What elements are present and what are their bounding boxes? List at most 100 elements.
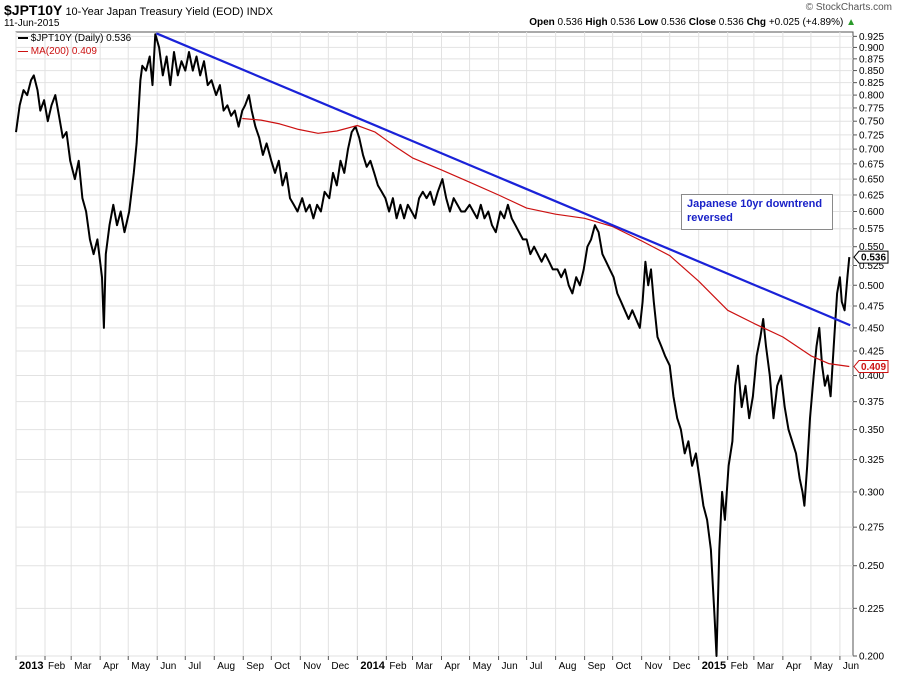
- x-tick-label: Jul: [530, 661, 543, 672]
- y-tick-label: 0.525: [859, 261, 884, 272]
- x-tick-label: 2014: [360, 660, 385, 672]
- last-price-tag-text: 0.536: [861, 253, 886, 264]
- x-tick-label: Apr: [103, 661, 119, 672]
- x-tick-label: May: [814, 661, 833, 672]
- symbol-description: 10-Year Japan Treasury Yield (EOD): [65, 6, 244, 18]
- x-tick-label: Aug: [217, 661, 235, 672]
- x-tick-label: Sep: [588, 661, 606, 672]
- ohlc-readout: Open 0.536 High 0.536 Low 0.536 Close 0.…: [529, 17, 856, 28]
- open-value: 0.536: [557, 17, 583, 28]
- chart-legend: $JPT10Y (Daily) 0.536 MA(200) 0.409: [18, 32, 131, 58]
- legend-ma-series: MA(200) 0.409: [18, 45, 131, 58]
- legend-line-red-icon: [18, 50, 28, 52]
- y-tick-label: 0.850: [859, 66, 884, 77]
- x-tick-label: Nov: [645, 661, 663, 672]
- x-tick-label: Aug: [559, 661, 577, 672]
- x-axis: 2013 Feb Mar Apr May Jun Jul Aug Sep Oct Nov Dec 201…: [15, 656, 859, 672]
- x-tick-label: Jun: [843, 661, 859, 672]
- plot-area: [15, 32, 851, 657]
- y-tick-label: 0.700: [859, 145, 884, 156]
- high-value: 0.536: [610, 17, 636, 28]
- y-tick-label: 0.325: [859, 455, 884, 466]
- y-tick-label: 0.750: [859, 117, 884, 128]
- y-tick-label: 0.475: [859, 302, 884, 313]
- y-tick-label: 0.275: [859, 523, 884, 534]
- x-tick-label: Mar: [757, 661, 775, 672]
- y-tick-label: 0.650: [859, 175, 884, 186]
- last-price-tag: 0.536: [853, 250, 889, 264]
- y-tick-label: 0.300: [859, 487, 884, 498]
- price-series-line: [15, 33, 851, 657]
- legend-main-series: $JPT10Y (Daily) 0.536: [18, 32, 131, 45]
- y-tick-label: 0.350: [859, 425, 884, 436]
- ma200-series-line: [242, 117, 850, 368]
- annotation-box: Japanese 10yr downtrend reversed: [681, 194, 833, 230]
- x-tick-label: Jun: [160, 661, 176, 672]
- grid-lines: [15, 31, 854, 657]
- exchange: INDX: [246, 6, 273, 18]
- low-label: Low: [638, 17, 659, 28]
- y-tick-label: 0.675: [859, 159, 884, 170]
- y-tick-label: 0.725: [859, 130, 884, 141]
- y-tick-label: 0.200: [859, 652, 884, 663]
- x-tick-label: May: [131, 661, 150, 672]
- y-tick-label: 0.625: [859, 190, 884, 201]
- chart-date: 11-Jun-2015: [4, 18, 60, 29]
- legend-ma-label: MA(200) 0.409: [30, 46, 97, 57]
- x-tick-label: Sep: [246, 661, 264, 672]
- downtrend-line: [155, 32, 851, 327]
- low-value: 0.536: [660, 17, 686, 28]
- y-tick-label: 0.550: [859, 242, 884, 253]
- x-tick-label: 2015: [702, 660, 726, 672]
- chart-header: $JPT10Y 10-Year Japan Treasury Yield (EO…: [4, 2, 273, 18]
- x-tick-label: Jul: [188, 661, 201, 672]
- ma-value-tag-box: [853, 360, 889, 374]
- x-tick-label: Dec: [331, 661, 349, 672]
- y-tick-label: 0.500: [859, 281, 884, 292]
- chg-label: Chg: [746, 17, 767, 28]
- x-tick-label: Dec: [673, 661, 691, 672]
- ma-value-tag-text: 0.409: [861, 362, 886, 373]
- x-tick-label: Jun: [502, 661, 518, 672]
- symbol: $JPT10Y: [4, 2, 63, 18]
- x-tick-label: May: [473, 661, 492, 672]
- ma-value-tag: 0.409: [853, 360, 889, 374]
- y-tick-label: 0.925: [859, 32, 884, 43]
- x-tick-label: Apr: [445, 661, 461, 672]
- open-label: Open: [529, 17, 555, 28]
- x-tick-label: Oct: [616, 661, 632, 672]
- x-tick-label: Feb: [389, 661, 407, 672]
- x-tick-label: Mar: [74, 661, 92, 672]
- y-tick-label: 0.800: [859, 91, 884, 102]
- y-tick-label: 0.450: [859, 323, 884, 334]
- x-tick-label: Apr: [786, 661, 802, 672]
- y-tick-label: 0.775: [859, 103, 884, 114]
- x-tick-label: Oct: [274, 661, 290, 672]
- y-tick-label: 0.375: [859, 397, 884, 408]
- y-tick-label: 0.225: [859, 604, 884, 615]
- last-price-tag-box: [853, 250, 889, 264]
- chg-value: +0.025 (+4.89%): [768, 17, 844, 28]
- x-tick-label: Nov: [303, 661, 321, 672]
- y-axis: 0.200 0.225 0.250 0.275 0.300 0.325 0.350 0.375…: [853, 32, 889, 663]
- y-tick-label: 0.400: [859, 371, 884, 382]
- y-tick-label: 0.425: [859, 347, 884, 358]
- legend-main-label: $JPT10Y (Daily) 0.536: [30, 33, 132, 44]
- y-tick-label: 0.575: [859, 224, 884, 235]
- high-label: High: [585, 17, 608, 28]
- close-label: Close: [688, 17, 716, 28]
- x-tick-label: Feb: [48, 661, 66, 672]
- x-tick-label: Mar: [416, 661, 434, 672]
- legend-line-black-icon: [18, 37, 28, 40]
- up-arrow-icon: ▲: [846, 17, 856, 28]
- y-tick-label: 0.250: [859, 561, 884, 572]
- y-tick-label: 0.600: [859, 207, 884, 218]
- x-tick-label: 2013: [19, 660, 43, 672]
- copyright: © StockCharts.com: [805, 2, 892, 13]
- x-tick-label: Feb: [731, 661, 749, 672]
- close-value: 0.536: [718, 17, 744, 28]
- y-tick-label: 0.900: [859, 43, 884, 54]
- y-tick-label: 0.825: [859, 78, 884, 89]
- y-tick-label: 0.875: [859, 54, 884, 65]
